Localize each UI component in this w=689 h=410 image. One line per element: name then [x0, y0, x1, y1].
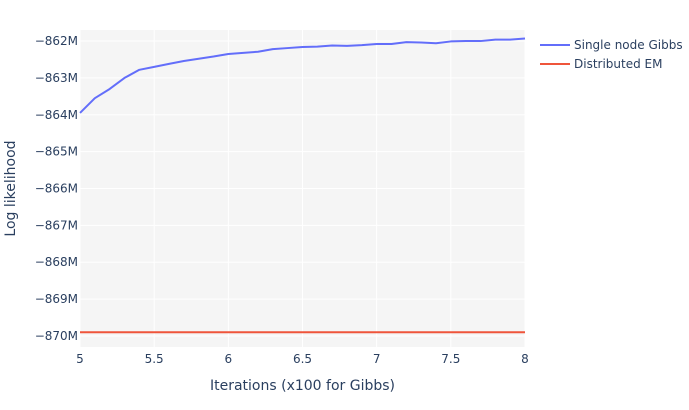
x-axis-ticks: 5 5.5 6 6.5 7 7.5 8 — [76, 352, 529, 366]
y-tick-label: −867M — [35, 218, 78, 232]
y-tick-label: −868M — [35, 255, 78, 269]
x-tick-label: 7 — [373, 352, 381, 366]
y-tick-label: −864M — [35, 108, 78, 122]
x-tick-label: 5.5 — [145, 352, 164, 366]
legend: Single node Gibbs Distributed EM — [540, 38, 683, 71]
y-axis-ticks: −862M −863M −864M −865M −866M −867M −868M −869M… — [35, 34, 78, 343]
y-tick-label: −870M — [35, 329, 78, 343]
legend-label: Distributed EM — [574, 57, 662, 71]
x-tick-label: 8 — [521, 352, 529, 366]
y-tick-label: −865M — [35, 145, 78, 159]
y-tick-label: −866M — [35, 182, 78, 196]
x-tick-label: 5 — [76, 352, 84, 366]
y-tick-label: −862M — [35, 34, 78, 48]
y-tick-label: −869M — [35, 292, 78, 306]
x-tick-label: 7.5 — [441, 352, 460, 366]
series-line-1 — [79, 37, 526, 114]
x-axis-title: Iterations (x100 for Gibbs) — [210, 378, 395, 394]
series-lines — [79, 37, 526, 334]
x-tick-label: 6.5 — [293, 352, 312, 366]
x-tick-label: 6 — [225, 352, 233, 366]
y-axis-title: Log likelihood — [3, 140, 19, 236]
grid-lines — [79, 30, 526, 347]
legend-label: Single node Gibbs — [574, 38, 683, 52]
y-tick-label: −863M — [35, 71, 78, 85]
